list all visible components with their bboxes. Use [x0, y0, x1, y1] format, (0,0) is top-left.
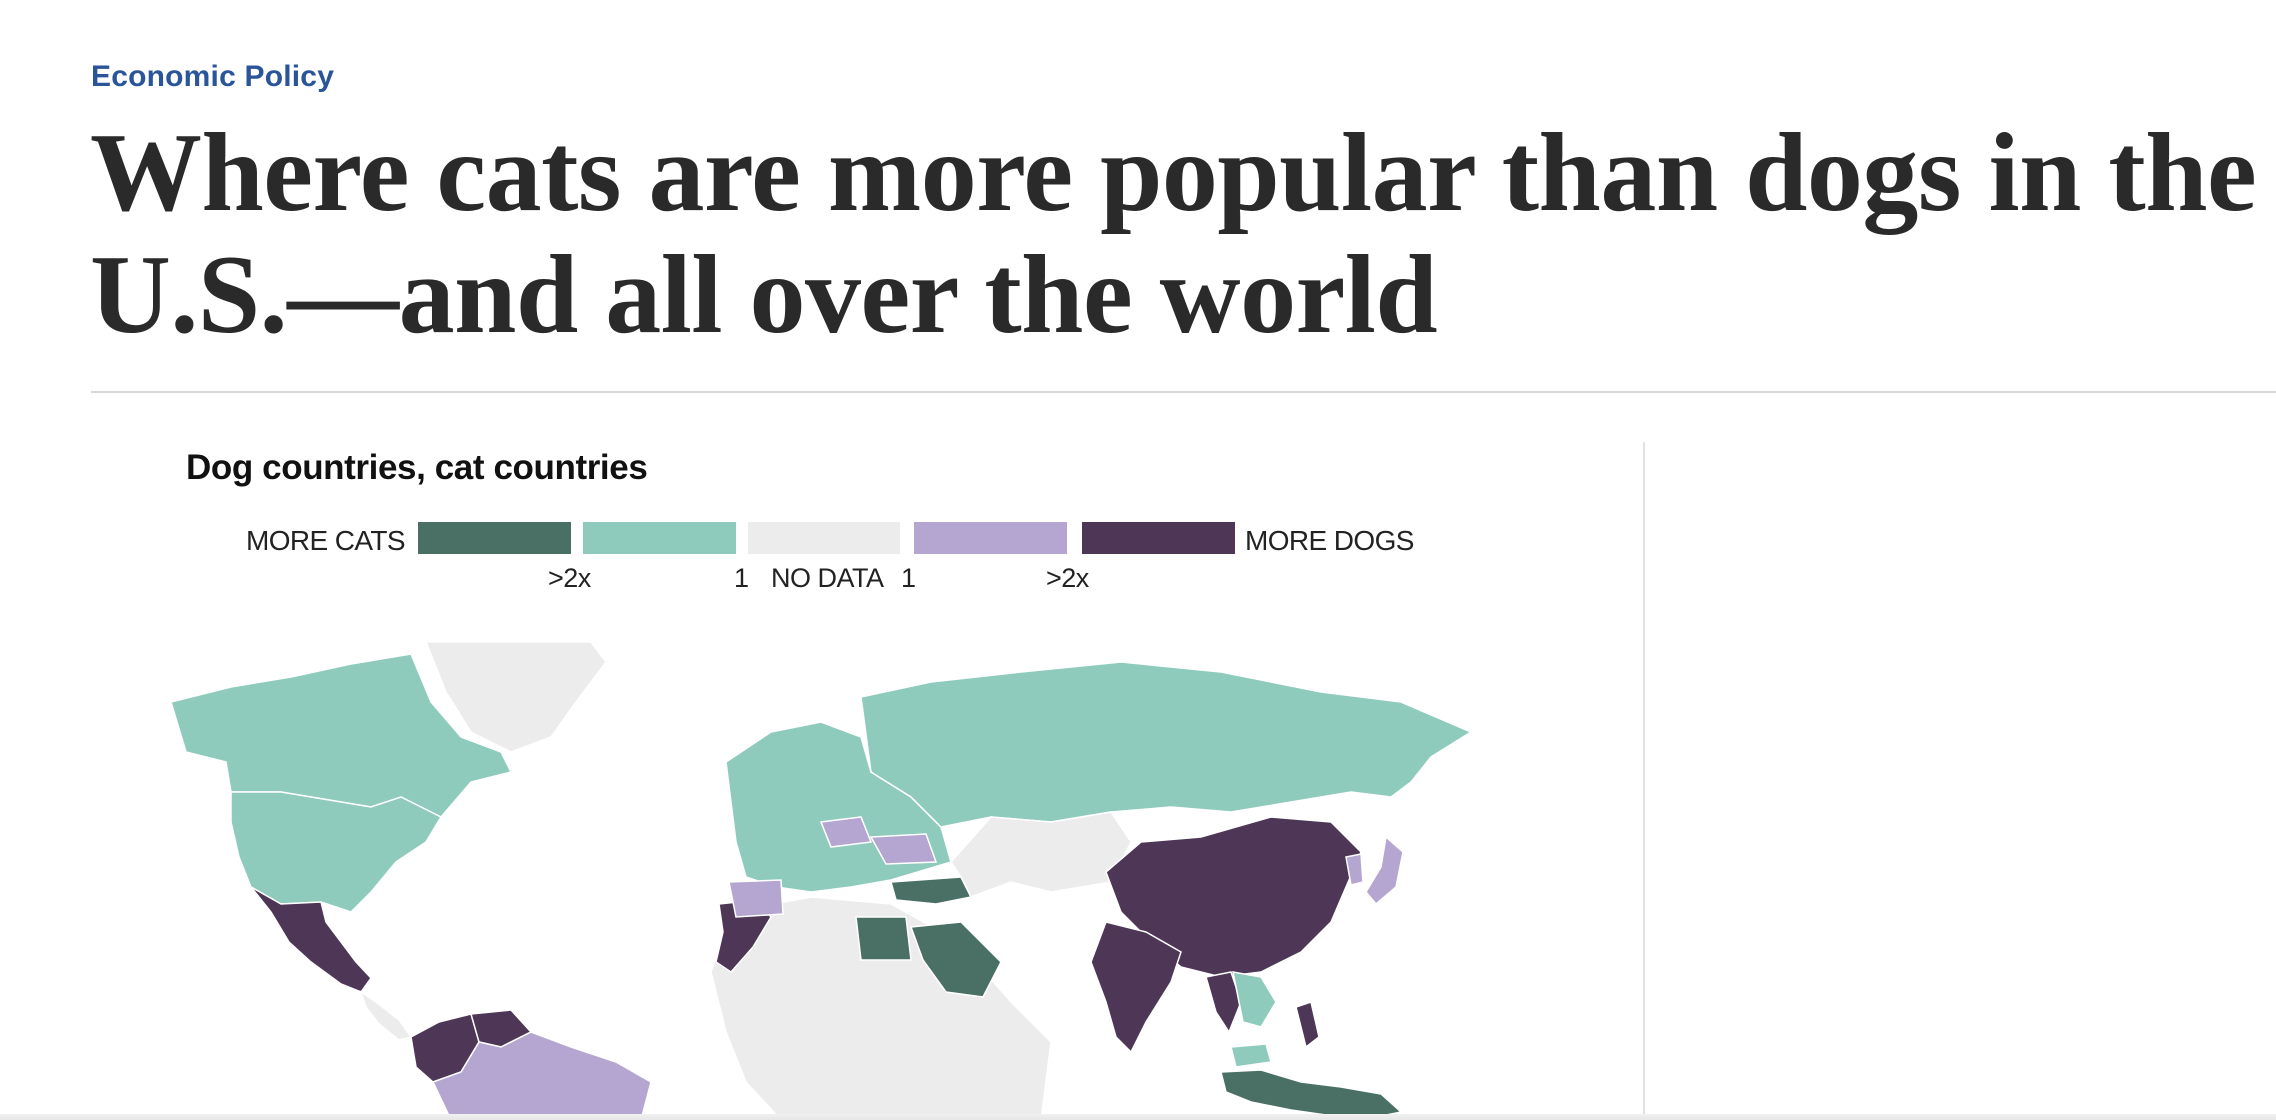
country-se-asia — [1232, 971, 1277, 1028]
legend-tick-cats-1: 1 — [734, 563, 749, 593]
country-egypt — [855, 916, 912, 961]
country-korea — [1345, 853, 1364, 886]
legend-swatch-no-data — [748, 522, 900, 554]
headline-divider — [91, 391, 2276, 393]
country-indonesia — [1220, 1069, 1403, 1120]
country-africa — [710, 896, 1052, 1120]
legend-tick-no-data: NO DATA — [771, 563, 884, 593]
world-map-svg — [171, 642, 1473, 1120]
sidebar-divider — [1643, 442, 1645, 1120]
legend-swatch-dogs — [914, 522, 1067, 554]
graphic-title: Dog countries, cat countries — [186, 448, 648, 487]
country-malaysia — [1230, 1043, 1272, 1068]
legend-swatch-cats — [583, 522, 736, 554]
article-headline: Where cats are more popular than dogs in… — [90, 112, 2270, 356]
legend-tick-cats-2x: >2x — [548, 563, 591, 593]
legend-swatch-dogs-strong — [1082, 522, 1235, 554]
country-centralam — [359, 990, 413, 1041]
viewport-bottom-edge — [0, 1114, 2276, 1120]
country-canada — [171, 653, 513, 818]
headline-line-1: Where cats are more popular than dogs in… — [90, 111, 2257, 235]
country-united-states — [230, 791, 443, 913]
legend-tick-dogs-2x: >2x — [1046, 563, 1089, 593]
country-mexico — [250, 886, 372, 993]
country-russia — [860, 661, 1473, 828]
legend-left-label: MORE CATS — [246, 525, 406, 556]
world-choropleth-map — [171, 642, 1501, 1120]
country-philippines — [1295, 1001, 1320, 1049]
legend-right-label: MORE DOGS — [1245, 525, 1414, 556]
country-thailand — [1205, 971, 1242, 1034]
legend-tick-dogs-1: 1 — [901, 563, 916, 593]
map-graphic: Dog countries, cat countries MORE CATS M… — [91, 442, 1631, 1120]
country-greenland — [425, 642, 607, 753]
country-ukraine — [869, 833, 938, 865]
country-spain — [728, 879, 784, 918]
country-india — [1090, 921, 1182, 1054]
country-central-asia — [950, 811, 1132, 898]
country-turkey — [890, 876, 973, 905]
country-brazil — [431, 1031, 652, 1120]
headline-line-2: U.S.—and all over the world — [90, 233, 1438, 357]
legend-swatch-cats-strong — [418, 522, 571, 554]
country-poland — [819, 816, 873, 848]
country-japan — [1365, 835, 1404, 906]
section-kicker-link[interactable]: Economic Policy — [91, 60, 335, 93]
country-saudi-arabia — [909, 921, 1002, 998]
